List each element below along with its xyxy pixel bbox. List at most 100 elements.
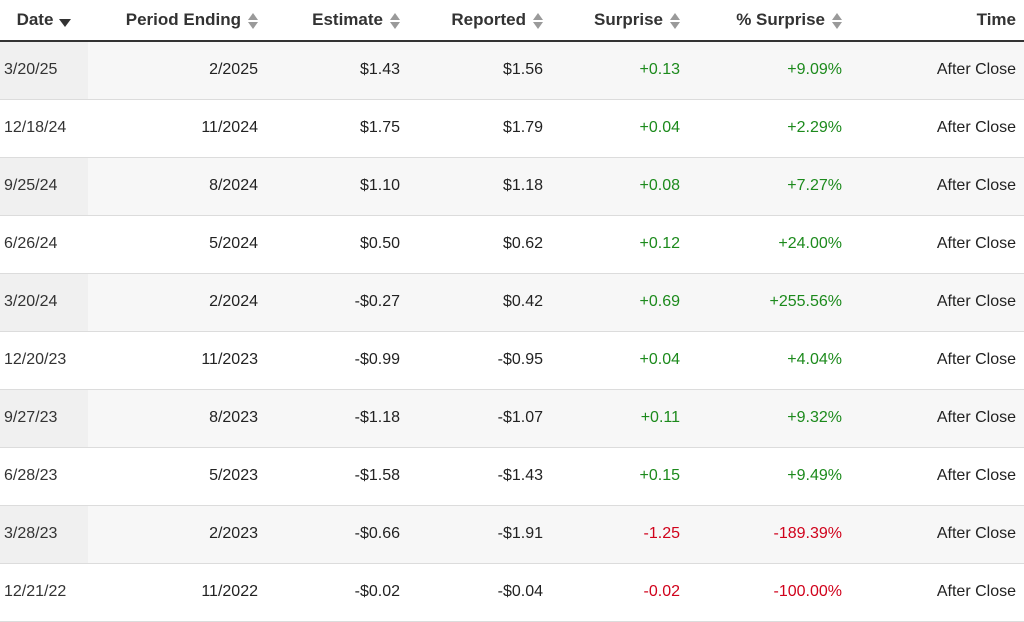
time-cell: After Close	[852, 273, 1024, 331]
pct-surprise-column-header[interactable]: % Surprise	[690, 0, 852, 42]
reported-cell: $1.18	[410, 157, 553, 215]
time-cell: After Close	[852, 505, 1024, 563]
time-column-header: Time	[852, 0, 1024, 42]
surprise-cell: +0.15	[639, 467, 680, 484]
reported-cell: -$1.07	[410, 389, 553, 447]
reported-cell: $0.62	[502, 235, 543, 252]
period-cell: 5/2023	[209, 467, 258, 484]
time-cell: After Close	[936, 235, 1016, 252]
surprise-cell: +0.13	[553, 41, 690, 99]
time-cell: After Close	[852, 41, 1024, 99]
surprise-cell: +0.04	[639, 351, 680, 368]
date-column-header[interactable]: Date	[0, 0, 88, 42]
date-cell: 9/25/24	[0, 157, 88, 215]
header-row: Date Period Ending Estimate Reported Sur…	[0, 0, 1024, 42]
period-column-header[interactable]: Period Ending	[88, 0, 268, 42]
time-cell: After Close	[852, 389, 1024, 447]
reported-cell: -$1.43	[497, 467, 543, 484]
date-cell: 12/18/24	[0, 99, 88, 157]
period-cell: 2/2023	[88, 505, 268, 563]
pct-surprise-cell: +4.04%	[787, 351, 842, 368]
date-cell: 12/20/23	[0, 331, 88, 389]
surprise-cell: -0.02	[643, 583, 680, 600]
sort-icon	[390, 12, 400, 30]
table-row: 12/18/24 11/2024 $1.75 $1.79 +0.04 +2.29% Afte…	[0, 99, 1024, 157]
table-row: 6/26/24 5/2024 $0.50 $0.62 +0.12 +24.00% After…	[0, 215, 1024, 273]
estimate-cell: $1.75	[359, 119, 400, 136]
sort-icon	[533, 12, 543, 30]
estimate-cell: $0.50	[359, 235, 400, 252]
table-row: 3/20/25 2/2025 $1.43 $1.56 +0.13 +9.09% After …	[0, 41, 1024, 99]
reported-header-label: Reported	[451, 10, 526, 29]
date-cell: 9/27/23	[0, 389, 88, 447]
period-cell: 11/2024	[201, 119, 258, 136]
surprise-cell: +0.69	[553, 273, 690, 331]
estimate-cell: -$0.99	[354, 351, 400, 368]
pct-surprise-cell: +24.00%	[778, 235, 842, 252]
time-cell: After Close	[936, 119, 1016, 136]
date-cell: 3/20/24	[0, 273, 88, 331]
period-cell: 2/2024	[88, 273, 268, 331]
table-row: 12/21/22 11/2022 -$0.02 -$0.04 -0.02 -100.00%…	[0, 563, 1024, 621]
date-cell: 12/21/22	[0, 563, 88, 621]
period-cell: 2/2025	[88, 41, 268, 99]
table-body: 3/20/25 2/2025 $1.43 $1.56 +0.13 +9.09% After …	[0, 41, 1024, 621]
table-row: 9/25/24 8/2024 $1.10 $1.18 +0.08 +7.27% After …	[0, 157, 1024, 215]
reported-cell: -$0.04	[497, 583, 543, 600]
date-cell: 6/28/23	[0, 447, 88, 505]
reported-cell: -$0.95	[497, 351, 543, 368]
sort-icon	[670, 12, 680, 30]
time-cell: After Close	[936, 583, 1016, 600]
estimate-cell: -$0.66	[268, 505, 410, 563]
surprise-cell: +0.04	[639, 119, 680, 136]
pct-surprise-cell: -189.39%	[690, 505, 852, 563]
surprise-cell: +0.11	[553, 389, 690, 447]
date-cell: 3/28/23	[0, 505, 88, 563]
estimate-cell: -$1.58	[354, 467, 400, 484]
time-header-label: Time	[976, 10, 1016, 29]
surprise-cell: +0.08	[553, 157, 690, 215]
reported-column-header[interactable]: Reported	[410, 0, 553, 42]
date-header-label: Date	[16, 10, 54, 29]
estimate-column-header[interactable]: Estimate	[268, 0, 410, 42]
table-header: Date Period Ending Estimate Reported Sur…	[0, 0, 1024, 42]
table-row: 9/27/23 8/2023 -$1.18 -$1.07 +0.11 +9.32% Afte…	[0, 389, 1024, 447]
time-cell: After Close	[852, 157, 1024, 215]
surprise-header-label: Surprise	[594, 10, 663, 29]
estimate-cell: -$0.27	[268, 273, 410, 331]
period-cell: 8/2023	[88, 389, 268, 447]
estimate-header-label: Estimate	[312, 10, 383, 29]
surprise-cell: +0.12	[639, 235, 680, 252]
period-cell: 11/2022	[201, 583, 258, 600]
estimate-cell: $1.10	[268, 157, 410, 215]
pct-surprise-cell: +7.27%	[690, 157, 852, 215]
table-row: 6/28/23 5/2023 -$1.58 -$1.43 +0.15 +9.49% Afte…	[0, 447, 1024, 505]
surprise-cell: -1.25	[553, 505, 690, 563]
reported-cell: $1.56	[410, 41, 553, 99]
pct-surprise-cell: -100.00%	[773, 583, 843, 600]
date-cell: 6/26/24	[0, 215, 88, 273]
period-cell: 8/2024	[88, 157, 268, 215]
pct-surprise-cell: +2.29%	[787, 119, 842, 136]
sort-descending-icon	[59, 18, 72, 27]
pct-surprise-cell: +9.09%	[690, 41, 852, 99]
pct-surprise-cell: +9.32%	[690, 389, 852, 447]
sort-icon	[832, 12, 842, 30]
pct-surprise-cell: +9.49%	[787, 467, 842, 484]
sort-icon	[248, 12, 258, 30]
pct-surprise-header-label: % Surprise	[736, 10, 825, 29]
table-row: 12/20/23 11/2023 -$0.99 -$0.95 +0.04 +4.04% Af…	[0, 331, 1024, 389]
estimate-cell: -$0.02	[354, 583, 400, 600]
period-cell: 11/2023	[201, 351, 258, 368]
surprise-column-header[interactable]: Surprise	[553, 0, 690, 42]
estimate-cell: $1.43	[268, 41, 410, 99]
pct-surprise-cell: +255.56%	[690, 273, 852, 331]
period-cell: 5/2024	[209, 235, 258, 252]
time-cell: After Close	[936, 351, 1016, 368]
time-cell: After Close	[936, 467, 1016, 484]
reported-cell: -$1.91	[410, 505, 553, 563]
period-header-label: Period Ending	[125, 10, 241, 29]
table-row: 3/28/23 2/2023 -$0.66 -$1.91 -1.25 -189.39% Af…	[0, 505, 1024, 563]
estimate-cell: -$1.18	[268, 389, 410, 447]
